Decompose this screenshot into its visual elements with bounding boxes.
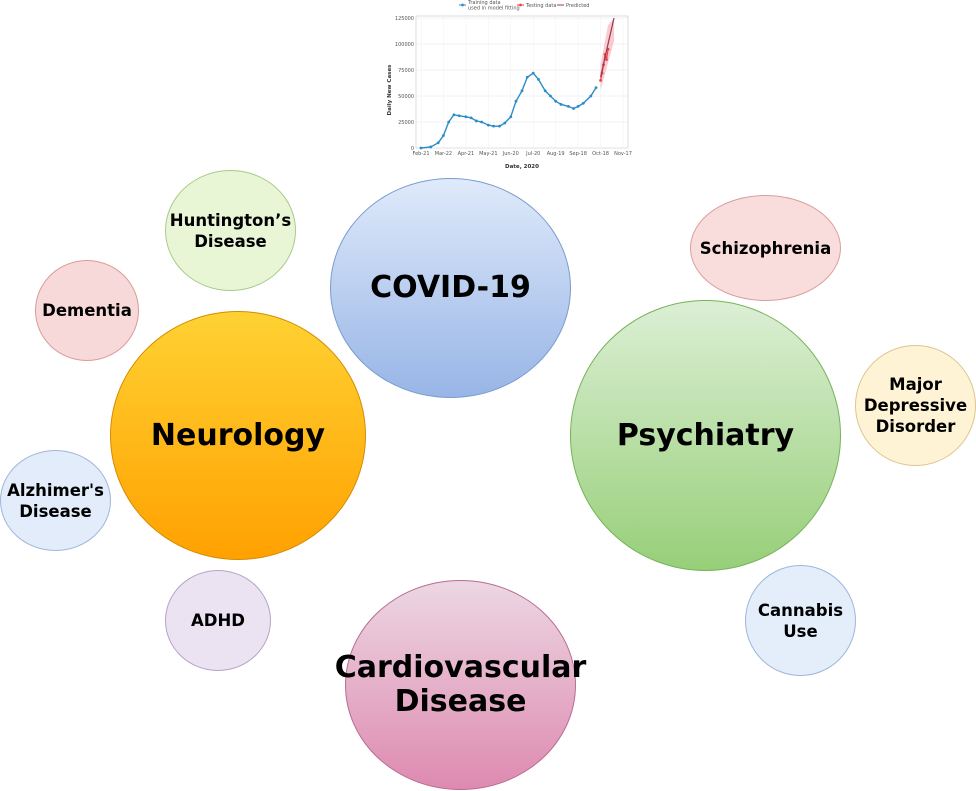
y-tick-label: 50000	[398, 94, 414, 100]
data-point	[520, 89, 524, 93]
data-point	[599, 79, 602, 82]
adhd-label: ADHD	[191, 611, 245, 630]
data-point	[543, 89, 547, 93]
data-point	[572, 107, 576, 110]
schizophrenia-bubble: Schizophrenia	[690, 195, 841, 301]
data-point	[605, 58, 608, 61]
psychiatry-label: Psychiatry	[616, 417, 795, 453]
legend-testing-marker	[519, 3, 522, 7]
x-tick-label: Oct-18	[592, 151, 609, 157]
cardiovascular-disease-label: Cardiovascular Disease	[334, 650, 587, 719]
data-point	[525, 75, 529, 79]
x-tick-label: Apr-21	[458, 151, 475, 157]
dementia-bubble: Dementia	[35, 260, 139, 361]
data-point	[514, 99, 518, 103]
data-point	[469, 116, 473, 120]
x-tick-label: Aug-19	[547, 151, 565, 157]
neurology-label: Neurology	[150, 417, 326, 453]
data-point	[549, 94, 552, 98]
x-tick-label: May-21	[479, 151, 497, 157]
data-point	[474, 119, 478, 123]
y-tick-label: 25000	[398, 120, 414, 126]
data-point	[589, 94, 593, 98]
psychiatry-bubble: Psychiatry	[570, 300, 841, 571]
y-tick-label: 0	[411, 146, 414, 152]
major-depressive-disorder-bubble: Major Depressive Disorder	[855, 345, 976, 466]
covid-19-bubble: COVID-19	[330, 178, 571, 398]
legend-training-label-2: used in model fitting	[468, 6, 520, 12]
chart-panel	[415, 15, 629, 149]
data-point	[566, 105, 570, 108]
data-point	[581, 101, 585, 105]
series-line	[599, 17, 615, 78]
data-point	[576, 105, 580, 108]
data-point	[480, 120, 483, 124]
legend-testing-label: Testing data	[525, 3, 556, 9]
x-tick-label: Jun-20	[502, 151, 519, 157]
data-point	[429, 145, 433, 149]
dementia-label: Dementia	[42, 301, 132, 320]
neurology-bubble: Neurology	[110, 311, 366, 560]
cardiovascular-disease-bubble: Cardiovascular Disease	[335, 580, 586, 790]
legend-predicted-label: Predicted	[566, 3, 589, 9]
cannabis-use-label: Cannabis Use	[757, 600, 844, 641]
data-point	[447, 120, 451, 124]
data-point	[464, 115, 468, 119]
data-point	[537, 77, 540, 81]
data-point	[436, 141, 440, 145]
data-point	[503, 121, 507, 125]
legend-training-label-1: Training data	[467, 0, 501, 6]
alzheimers-disease-bubble: Alzhimer's Disease	[0, 450, 111, 551]
x-tick-label: Jul-20	[525, 151, 540, 157]
chart-legend: Training data used in model fitting Test…	[459, 0, 589, 12]
data-point	[419, 146, 423, 150]
data-point	[442, 134, 445, 137]
data-point	[452, 113, 456, 117]
y-tick-label: 75000	[398, 68, 414, 74]
data-point	[457, 114, 461, 118]
chart-x-axis-label: Date, 2020	[505, 164, 539, 170]
x-tick-label: Nov-17	[614, 151, 632, 157]
cannabis-use-bubble: Cannabis Use	[745, 565, 856, 676]
covid-19-label: COVID-19	[370, 270, 531, 305]
major-depressive-disorder-label: Major Depressive Disorder	[863, 375, 968, 436]
huntingtons-disease-label: Huntington’s Disease	[169, 210, 292, 251]
y-tick-label: 125000	[395, 16, 414, 22]
data-point	[486, 123, 490, 127]
x-tick-label: Mar-22	[435, 151, 452, 157]
adhd-bubble: ADHD	[165, 570, 271, 671]
covid-chart: Training data used in model fitting Test…	[386, 0, 632, 170]
data-point	[509, 115, 513, 119]
schizophrenia-label: Schizophrenia	[699, 238, 832, 258]
legend-training-marker	[461, 3, 464, 7]
covid-chart-svg: Training data used in model fitting Test…	[386, 0, 632, 170]
alzheimers-disease-label: Alzhimer's Disease	[7, 480, 104, 521]
data-point	[498, 124, 501, 128]
x-tick-label: Feb-21	[412, 151, 429, 157]
data-point	[492, 124, 495, 128]
y-tick-label: 100000	[395, 42, 414, 48]
huntingtons-disease-bubble: Huntington’s Disease	[165, 170, 296, 291]
data-point	[594, 86, 598, 90]
chart-plot-area: 0 25000 50000 75000 100000 125000 Feb-21 Mar-22…	[395, 15, 632, 157]
x-tick-label: Sep-18	[569, 151, 587, 157]
data-point	[559, 102, 563, 106]
data-point	[531, 71, 535, 75]
chart-y-axis-label: Daily New Cases	[387, 64, 393, 116]
data-point	[554, 99, 558, 103]
